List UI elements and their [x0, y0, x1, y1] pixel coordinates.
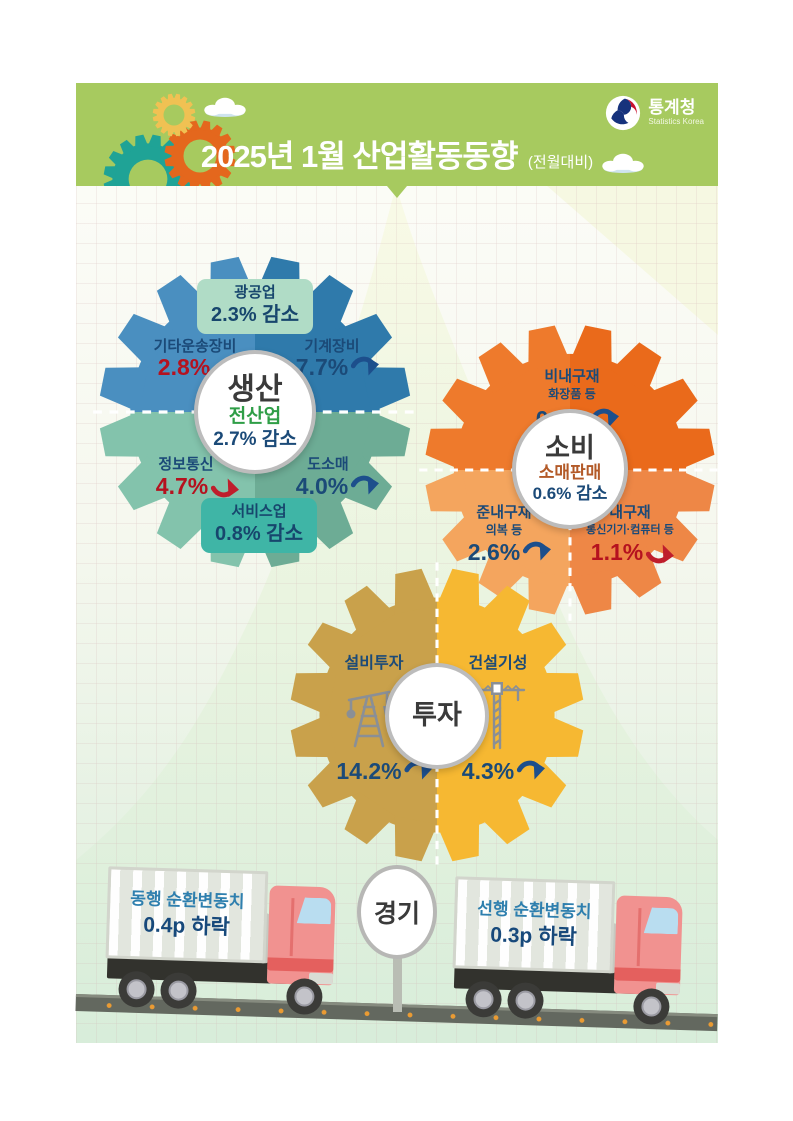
logo-texts: 통계청 Statistics Korea	[648, 99, 704, 126]
orange-gear-icon	[164, 120, 236, 186]
consumption-title: 소비	[545, 432, 595, 463]
durables-label: 내구재	[609, 504, 651, 521]
page-subtitle: (전월대비)	[527, 154, 594, 171]
coincident-value: 0.4p 하락	[142, 913, 231, 940]
facility-investment-label: 설비투자	[344, 655, 404, 672]
production-title: 생산	[227, 372, 283, 406]
cab-stripe	[267, 957, 334, 973]
other-transport-value-row: 2.8%	[158, 354, 242, 381]
yellow-gear-icon	[152, 93, 196, 137]
header-title-row: 2025년 1월 산업활동동향 (전월대비)	[76, 131, 718, 176]
construction-value: 4.3%	[461, 758, 515, 784]
wholesale-retail-value-row: 4.0%	[296, 473, 380, 500]
investment-center-circle: 투자	[385, 663, 489, 769]
service-industry-badge: 서비스업 0.8% 감소	[201, 498, 317, 553]
leading-label: 선행 순환변동치	[476, 899, 592, 923]
down-arrow-icon	[351, 474, 380, 499]
production-center-circle: 생산 전산업 2.7% 감소	[194, 350, 316, 474]
facility-investment-value-row: 14.2%	[336, 758, 433, 785]
ict-value: 4.7%	[155, 473, 209, 499]
construction-label: 건설기성	[468, 655, 528, 672]
semidurables-value: 2.6%	[467, 539, 521, 565]
wheel	[159, 972, 198, 1010]
coincident-label: 동행 순환변동치	[129, 889, 245, 913]
durables-value-row: 1.1%	[591, 539, 675, 566]
wheel	[285, 977, 323, 1016]
page-title: 2025년 1월 산업활동동향	[200, 139, 519, 174]
investment-gear	[289, 562, 585, 868]
mining-value: 2.3% 감소	[211, 303, 299, 326]
cloud-icon	[202, 97, 248, 117]
production-subtitle: 전산업	[228, 405, 282, 427]
durables-sub: 통신기기·컴퓨터 등	[586, 524, 674, 536]
ict-label: 정보통신	[158, 456, 214, 473]
wheel	[464, 980, 503, 1018]
leading-cargo-box: 선행 순환변동치 0.3p 하락	[452, 876, 616, 974]
up-arrow-icon	[211, 474, 240, 499]
machinery-value-row: 7.7%	[296, 354, 380, 381]
wheel	[117, 970, 156, 1008]
coincident-truck-illustration: 동행 순환변동치 0.4p 하락	[96, 866, 360, 1016]
header-banner: 2025년 1월 산업활동동향 (전월대비) 통계청 Statistics Ko…	[76, 83, 718, 186]
cab-stripe	[614, 967, 681, 983]
other-transport-value: 2.8%	[157, 354, 211, 380]
production-gear	[93, 255, 417, 569]
facility-investment-value: 14.2%	[336, 758, 402, 784]
coincident-cargo-box: 동행 순환변동치 0.4p 하락	[105, 866, 269, 964]
semidurables-value-row: 2.6%	[468, 539, 552, 566]
consumption-value: 0.6% 감소	[532, 483, 608, 503]
leading-value: 0.3p 하락	[489, 923, 578, 950]
truck-cab	[266, 885, 336, 986]
oil-derrick-icon	[346, 690, 391, 748]
down-arrow-icon	[351, 355, 380, 380]
consumption-center-circle: 소비 소매판매 0.6% 감소	[512, 409, 628, 529]
wheel	[506, 982, 545, 1020]
machinery-label: 기계장비	[304, 338, 360, 355]
header-pointer	[387, 186, 407, 198]
semidurables-sub: 의복 등	[485, 523, 523, 537]
nondurables-label: 비내구재	[544, 368, 600, 385]
mining-label: 광공업	[234, 284, 276, 301]
other-transport-label: 기타운송장비	[153, 338, 237, 355]
investment-title: 투자	[412, 700, 462, 731]
service-value: 0.8% 감소	[215, 522, 303, 545]
business-cycle-sign: 경기	[357, 865, 437, 959]
business-cycle-label: 경기	[373, 900, 420, 928]
up-arrow-icon	[646, 540, 675, 565]
durables-value: 1.1%	[590, 539, 644, 565]
consumption-gear	[419, 323, 721, 621]
leading-truck-illustration: 선행 순환변동치 0.3p 하락	[443, 876, 707, 1026]
agency-name-en: Statistics Korea	[648, 116, 704, 126]
production-value: 2.7% 감소	[213, 428, 297, 450]
construction-value-row: 4.3%	[462, 758, 546, 785]
service-label: 서비스업	[231, 503, 287, 520]
wheel	[632, 987, 670, 1026]
wholesale-retail-value: 4.0%	[295, 473, 349, 499]
teal-gear-icon	[103, 134, 193, 186]
consumption-subtitle: 소매판매	[538, 463, 602, 483]
down-arrow-icon	[517, 759, 546, 784]
agency-name: 통계청	[648, 98, 696, 118]
wholesale-retail-label: 도소매	[307, 456, 349, 473]
ict-value-row: 4.7%	[156, 473, 240, 500]
taegeuk-emblem-icon	[605, 95, 641, 131]
statistics-korea-logo: 통계청 Statistics Korea	[605, 95, 704, 131]
nondurables-sub: 화장품 등	[548, 387, 596, 401]
semidurables-label: 준내구재	[476, 504, 532, 521]
mining-industry-badge: 광공업 2.3% 감소	[197, 279, 313, 334]
truck-cab	[613, 895, 683, 996]
